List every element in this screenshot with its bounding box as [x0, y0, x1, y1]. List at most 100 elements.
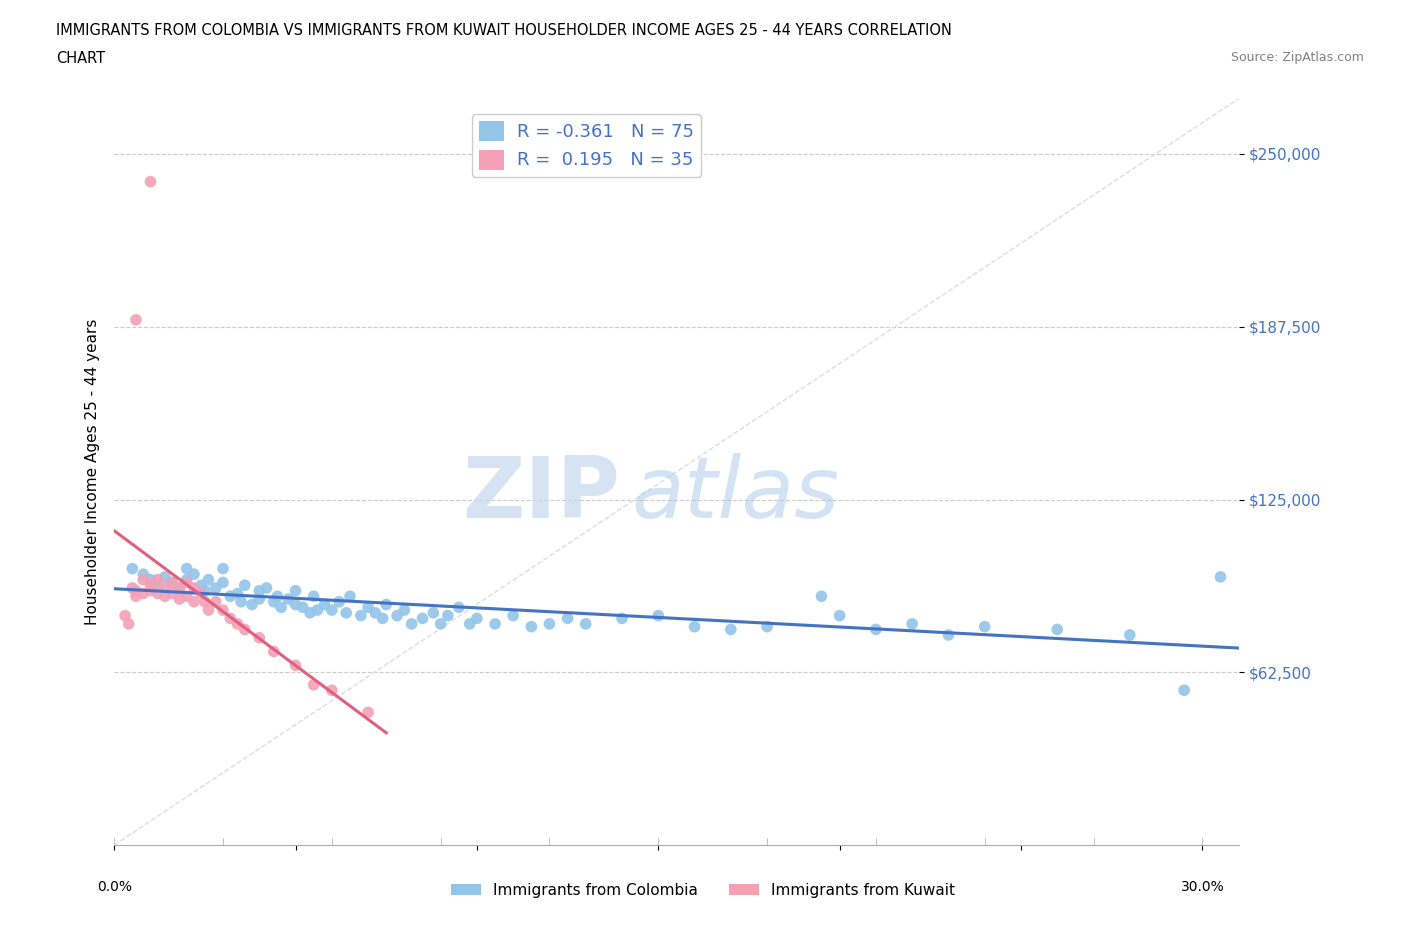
Point: [328, 594, 350, 609]
Point: [231, 594, 253, 609]
Point: [828, 608, 851, 623]
Point: [357, 600, 380, 615]
Point: [146, 586, 169, 601]
Point: [1209, 569, 1232, 584]
Point: [266, 589, 288, 604]
Point: [204, 580, 226, 595]
Point: [284, 583, 307, 598]
Text: ZIP: ZIP: [463, 453, 620, 536]
Point: [357, 705, 380, 720]
Point: [118, 617, 141, 631]
Point: [160, 575, 183, 590]
Point: [447, 600, 470, 615]
Point: [335, 605, 357, 620]
Point: [865, 622, 887, 637]
Point: [176, 572, 198, 587]
Point: [575, 617, 598, 631]
Point: [557, 611, 579, 626]
Point: [125, 589, 148, 604]
Point: [197, 572, 219, 587]
Point: [121, 561, 143, 576]
Point: [153, 569, 176, 584]
Point: [520, 619, 543, 634]
Y-axis label: Householder Income Ages 25 - 44 years: Householder Income Ages 25 - 44 years: [86, 319, 100, 625]
Point: [190, 586, 212, 601]
Point: [183, 594, 205, 609]
Point: [226, 617, 249, 631]
Point: [484, 617, 506, 631]
Point: [429, 617, 451, 631]
Point: [371, 611, 394, 626]
Point: [375, 597, 398, 612]
Point: [247, 631, 270, 645]
Point: [219, 611, 242, 626]
Point: [226, 586, 249, 601]
Text: IMMIGRANTS FROM COLOMBIA VS IMMIGRANTS FROM KUWAIT HOUSEHOLDER INCOME AGES 25 - : IMMIGRANTS FROM COLOMBIA VS IMMIGRANTS F…: [56, 23, 952, 38]
Point: [176, 561, 198, 576]
Point: [263, 594, 285, 609]
Point: [240, 597, 263, 612]
Point: [810, 589, 832, 604]
Point: [284, 597, 307, 612]
Point: [169, 580, 191, 595]
Point: [720, 622, 742, 637]
Point: [132, 566, 155, 581]
Point: [1119, 628, 1142, 643]
Point: [132, 572, 155, 587]
Legend: R = -0.361   N = 75, R =  0.195   N = 35: R = -0.361 N = 75, R = 0.195 N = 35: [472, 114, 700, 177]
Point: [146, 572, 169, 587]
Point: [364, 605, 387, 620]
Point: [212, 575, 235, 590]
Point: [169, 591, 191, 606]
Point: [125, 583, 148, 598]
Text: CHART: CHART: [56, 51, 105, 66]
Point: [411, 611, 433, 626]
Text: Source: ZipAtlas.com: Source: ZipAtlas.com: [1230, 51, 1364, 64]
Point: [339, 589, 361, 604]
Point: [291, 600, 314, 615]
Point: [610, 611, 633, 626]
Point: [194, 583, 217, 598]
Point: [197, 603, 219, 618]
Point: [247, 591, 270, 606]
Point: [176, 575, 198, 590]
Point: [247, 583, 270, 598]
Point: [212, 603, 235, 618]
Point: [683, 619, 706, 634]
Point: [169, 580, 191, 595]
Point: [114, 608, 136, 623]
Point: [256, 580, 278, 595]
Point: [321, 603, 343, 618]
Point: [973, 619, 995, 634]
Point: [153, 589, 176, 604]
Text: 0.0%: 0.0%: [97, 880, 132, 894]
Legend: Immigrants from Colombia, Immigrants from Kuwait: Immigrants from Colombia, Immigrants fro…: [444, 877, 962, 904]
Point: [284, 658, 307, 672]
Point: [437, 608, 460, 623]
Point: [756, 619, 779, 634]
Point: [422, 605, 444, 620]
Point: [1173, 683, 1195, 698]
Point: [212, 561, 235, 576]
Point: [538, 617, 561, 631]
Point: [139, 174, 162, 189]
Point: [190, 578, 212, 592]
Point: [314, 597, 336, 612]
Point: [139, 572, 162, 587]
Point: [938, 628, 960, 643]
Point: [160, 586, 183, 601]
Point: [204, 594, 226, 609]
Point: [146, 578, 169, 592]
Point: [394, 603, 416, 618]
Point: [901, 617, 924, 631]
Point: [263, 644, 285, 659]
Point: [125, 312, 148, 327]
Point: [307, 603, 329, 618]
Point: [219, 589, 242, 604]
Point: [302, 677, 325, 692]
Point: [183, 566, 205, 581]
Point: [139, 578, 162, 592]
Point: [465, 611, 488, 626]
Point: [277, 591, 299, 606]
Point: [647, 608, 669, 623]
